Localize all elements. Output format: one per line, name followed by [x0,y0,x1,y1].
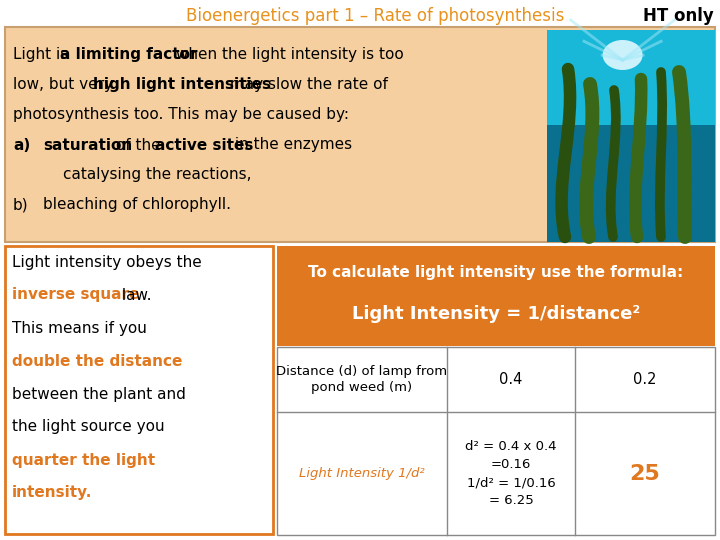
Text: To calculate light intensity use the formula:: To calculate light intensity use the for… [308,266,683,280]
Text: d² = 0.4 x 0.4
=0.16
1/d² = 1/0.16
= 6.25: d² = 0.4 x 0.4 =0.16 1/d² = 1/0.16 = 6.2… [465,440,557,507]
Text: Light is: Light is [13,48,73,63]
Text: when the light intensity is too: when the light intensity is too [171,48,404,63]
Text: a limiting factor: a limiting factor [60,48,197,63]
Text: Distance (d) of lamp from
pond weed (m): Distance (d) of lamp from pond weed (m) [276,364,448,395]
Bar [547,125,715,242]
Text: in the enzymes: in the enzymes [230,138,352,152]
Text: bleaching of chlorophyll.: bleaching of chlorophyll. [43,198,231,213]
Text: photosynthesis too. This may be caused by:: photosynthesis too. This may be caused b… [13,107,349,123]
Text: b): b) [13,198,29,213]
Text: law.: law. [117,287,151,302]
Bar [277,347,715,535]
Text: double the distance: double the distance [12,354,182,368]
Text: may slow the rate of: may slow the rate of [225,78,388,92]
Text: active sites: active sites [155,138,253,152]
Text: quarter the light: quarter the light [12,453,155,468]
Text: Bioenergetics part 1 – Rate of photosynthesis: Bioenergetics part 1 – Rate of photosynt… [186,7,570,25]
Text: high light intensities: high light intensities [93,78,271,92]
Text: a): a) [13,138,30,152]
Text: inverse square: inverse square [12,287,140,302]
Text: 25: 25 [629,463,660,483]
Text: intensity.: intensity. [12,485,92,501]
Text: HT only: HT only [643,7,714,25]
Text: saturation: saturation [43,138,132,152]
Text: the light source you: the light source you [12,420,165,435]
Text: Light Intensity = 1/distance²: Light Intensity = 1/distance² [352,305,640,323]
Bar [277,246,715,346]
Bar [5,246,273,534]
Text: catalysing the reactions,: catalysing the reactions, [63,167,251,183]
Text: between the plant and: between the plant and [12,387,186,402]
Text: Light Intensity 1/d²: Light Intensity 1/d² [299,467,425,480]
Text: of the: of the [111,138,166,152]
Text: Light intensity obeys the: Light intensity obeys the [12,254,202,269]
Ellipse shape [603,40,643,70]
Bar [5,27,715,242]
Text: low, but very: low, but very [13,78,118,92]
Bar [547,30,715,242]
Text: 0.4: 0.4 [499,372,523,387]
Text: 0.2: 0.2 [634,372,657,387]
Text: This means if you: This means if you [12,321,147,335]
